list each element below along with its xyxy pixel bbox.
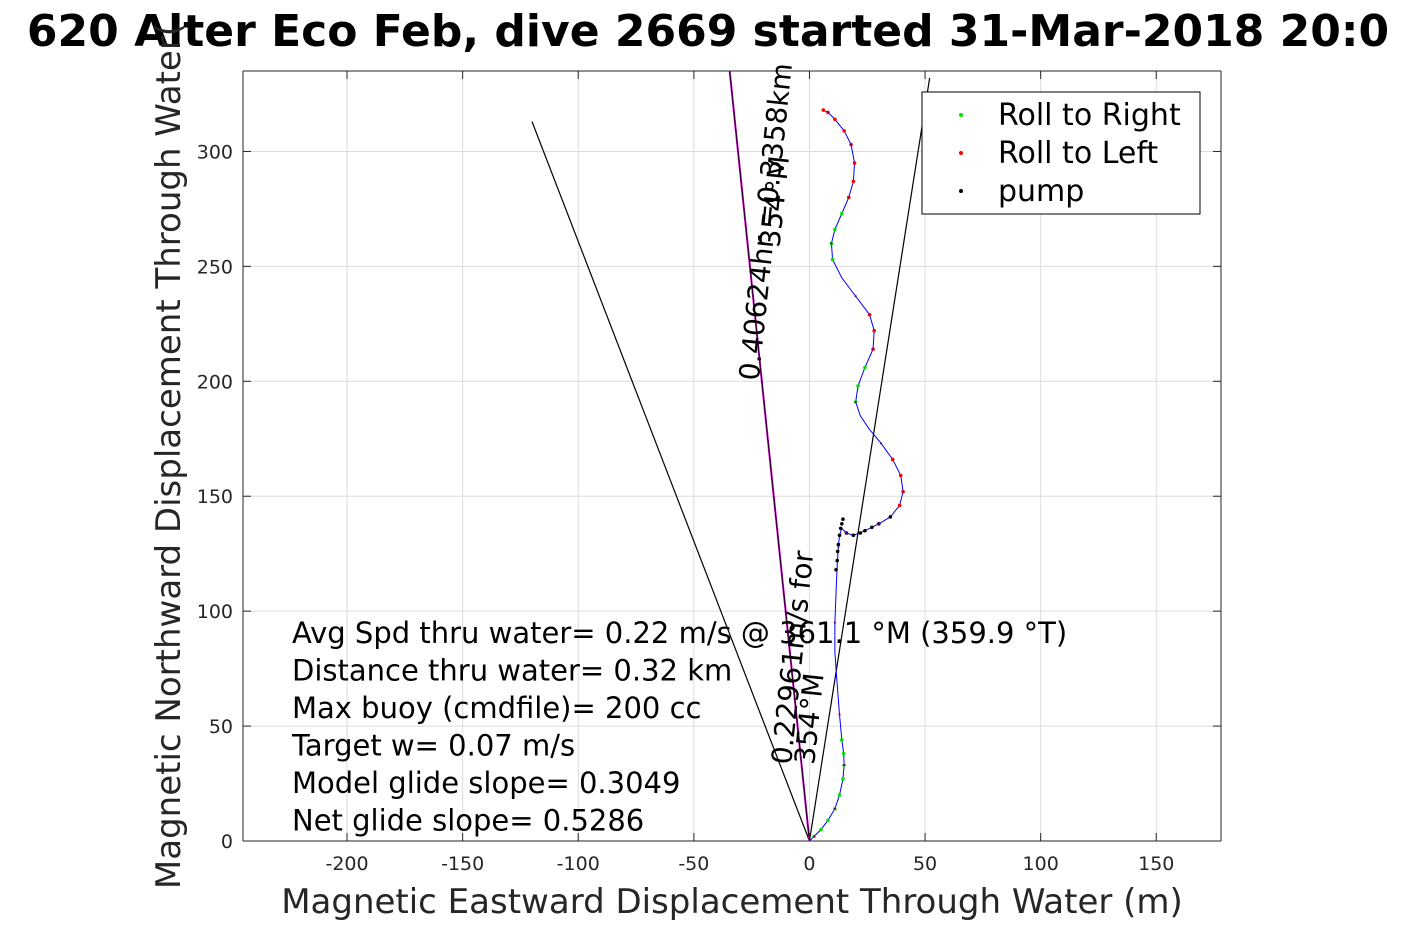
legend-marker	[959, 113, 963, 117]
track-sample-point	[837, 545, 840, 548]
track-sample-point	[843, 764, 846, 767]
roll-left-point	[890, 457, 895, 462]
annotation-line: Distance thru water= 0.32 km	[292, 654, 732, 688]
roll-left-point	[851, 179, 856, 184]
y-tick-label: 100	[197, 601, 233, 623]
track-sample-point	[880, 442, 883, 445]
pump-point	[870, 525, 874, 530]
legend-entry: Roll to Right	[998, 98, 1181, 133]
pump-point	[841, 517, 845, 522]
annotations: Avg Spd thru water= 0.22 m/s @ 361.1 °M …	[291, 616, 1067, 838]
legend-entry: Roll to Left	[998, 136, 1158, 171]
roll-left-point	[867, 312, 872, 317]
roll-right-point	[826, 818, 830, 823]
glide-cone-line	[531, 121, 811, 841]
annotation-line: Model glide slope= 0.3049	[292, 766, 680, 800]
track-sample-point	[854, 295, 857, 298]
x-tick-label: -200	[325, 853, 368, 875]
pump-point	[851, 533, 856, 538]
roll-right-point	[837, 793, 842, 797]
y-tick-label: 250	[197, 256, 233, 278]
x-tick-label: 100	[1023, 853, 1059, 875]
pump-point	[836, 542, 841, 547]
track-sample-point	[847, 196, 850, 199]
x-tick-label: 50	[913, 853, 937, 875]
roll-right-point	[841, 751, 846, 756]
x-tick-label: -50	[678, 853, 709, 875]
x-tick-label: 0	[803, 853, 815, 875]
annotation-line: Avg Spd thru water= 0.22 m/s @ 361.1 °M …	[292, 616, 1067, 650]
y-tick-label: 300	[197, 141, 233, 163]
track-sample-point	[901, 490, 905, 493]
roll-right-point	[863, 365, 867, 370]
annotation-line: Max buoy (cmdfile)= 200 cc	[292, 691, 701, 725]
roll-right-point	[841, 777, 845, 781]
annotation-line: Target w= 0.07 m/s	[291, 729, 575, 763]
glide-cone-line	[808, 77, 931, 841]
roll-right-point	[833, 227, 837, 232]
track-sample-point	[845, 531, 848, 535]
axis-ticks: -200 -150 -100 -50 0 50 100 150 0 50 100 150 200 250 3…	[197, 71, 1221, 875]
legend-entry: pump	[998, 174, 1084, 209]
pump-point	[840, 522, 844, 526]
roll-right-point	[856, 384, 860, 388]
pump-point	[835, 549, 840, 554]
y-tick-label: 50	[209, 716, 233, 738]
pump-point	[858, 531, 863, 535]
data-points	[812, 108, 905, 839]
reference-lines	[531, 71, 931, 841]
x-tick-label: 150	[1138, 853, 1174, 875]
y-tick-label: 0	[221, 831, 233, 853]
track-sample-point	[871, 348, 875, 351]
legend-marker	[959, 189, 963, 193]
x-axis-label: Magnetic Eastward Displacement Through W…	[281, 882, 1183, 922]
pump-point	[834, 567, 838, 572]
chart-title: 620 Alter Eco Feb, dive 2669 started 31-…	[27, 6, 1389, 57]
heading-line-core	[729, 71, 810, 841]
pump-point	[837, 533, 842, 538]
roll-right-point	[830, 257, 835, 262]
roll-left-point	[897, 503, 902, 508]
x-tick-label: -150	[441, 853, 484, 875]
track-sample-point	[812, 835, 816, 838]
roll-right-point	[840, 211, 844, 216]
roll-left-point	[872, 328, 876, 333]
y-axis-label: Magnetic Northward Displacement Through …	[149, 23, 189, 889]
roll-right-point	[819, 827, 823, 832]
pump-point	[888, 515, 893, 519]
roll-left-point	[833, 117, 837, 122]
legend-box	[921, 91, 1201, 215]
pump-point	[835, 558, 839, 563]
roll-left-point	[842, 128, 846, 133]
pump-point	[838, 526, 843, 531]
track-sample-point	[826, 111, 830, 114]
roll-left-point	[852, 161, 857, 165]
roll-right-point	[840, 738, 844, 742]
y-tick-label: 150	[197, 486, 233, 508]
roll-left-point	[821, 108, 826, 112]
track-sample-point	[833, 621, 836, 624]
x-tick-label: -100	[557, 853, 600, 875]
track-sample-point	[854, 400, 857, 404]
track-sample-point	[838, 713, 841, 716]
legend-marker	[959, 151, 963, 155]
annotation-line: Net glide slope= 0.5286	[292, 804, 644, 838]
plot-frame	[242, 70, 1222, 842]
track-sample-point	[833, 807, 836, 810]
track-sample-point	[830, 242, 833, 245]
track-sample-point	[849, 143, 853, 146]
pump-point	[863, 528, 867, 533]
roll-left-point	[898, 473, 903, 478]
track-sample-point	[877, 522, 880, 525]
y-tick-label: 200	[197, 371, 233, 393]
